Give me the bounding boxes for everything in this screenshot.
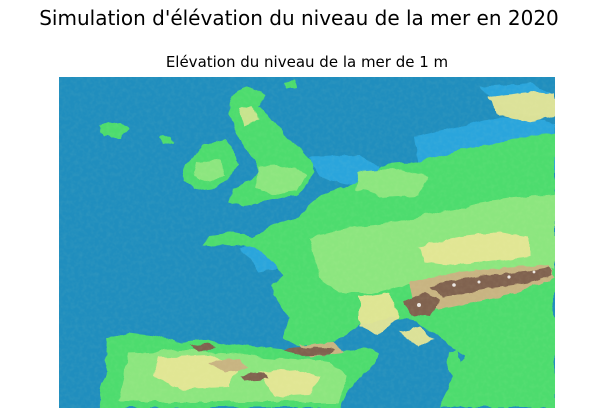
- elevation-map: [59, 77, 555, 408]
- figure-title: Simulation d'élévation du niveau de la m…: [39, 6, 559, 30]
- map-subtitle: Elévation du niveau de la mer de 1 m: [165, 53, 449, 71]
